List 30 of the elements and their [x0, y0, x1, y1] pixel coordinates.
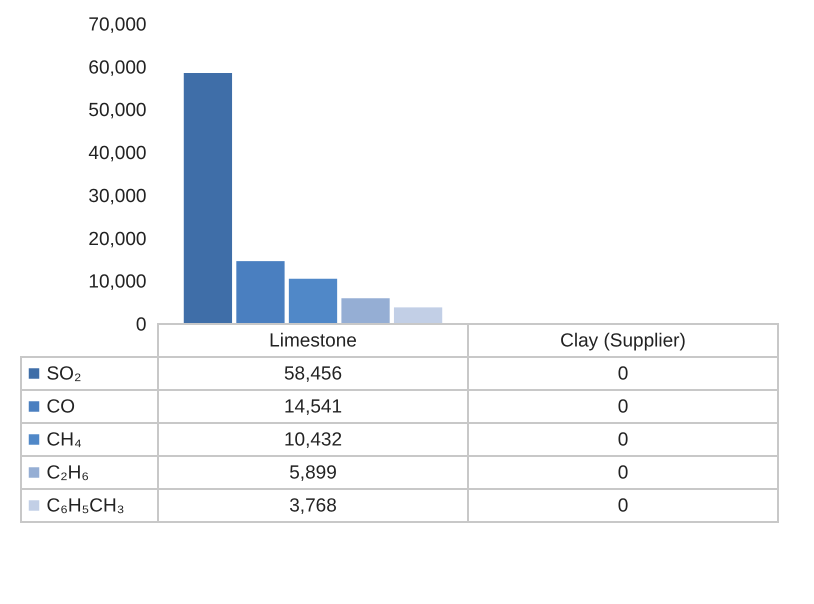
y-tick-label: 50,000	[88, 100, 146, 122]
legend-label: C₆H₅CH₃	[46, 496, 124, 516]
y-tick-label: 20,000	[88, 228, 146, 250]
data-label: 0	[618, 364, 628, 384]
y-tick-label: 70,000	[88, 14, 146, 36]
y-tick-label: 40,000	[88, 143, 146, 164]
data-label: 0	[618, 396, 628, 418]
legend-label: C₂H₆	[46, 462, 89, 484]
data-label: 14,541	[284, 396, 342, 418]
x-tick-label: Clay (Supplier)	[560, 330, 686, 352]
data-label: 0	[618, 496, 628, 516]
y-tick-label: 60,000	[88, 57, 146, 78]
data-label: 0	[618, 430, 628, 450]
data-label: 0	[618, 462, 628, 484]
y-tick-label: 30,000	[88, 186, 146, 207]
legend-label: CH₄	[46, 430, 82, 450]
data-label: 10,432	[284, 430, 342, 450]
legend-label: CO	[46, 396, 75, 418]
legend-label: SO₂	[46, 364, 82, 384]
data-label: 58,456	[284, 364, 342, 384]
bar	[288, 278, 338, 324]
x-tick-label: Limestone	[269, 330, 357, 352]
bar	[341, 298, 390, 324]
bar	[394, 307, 442, 324]
data-label: 3,768	[289, 496, 337, 516]
y-tick-label: 0	[136, 314, 146, 336]
data-label: 5,899	[289, 462, 337, 484]
y-tick-label: 10,000	[88, 272, 146, 293]
bar	[184, 72, 232, 324]
bar	[236, 261, 285, 324]
